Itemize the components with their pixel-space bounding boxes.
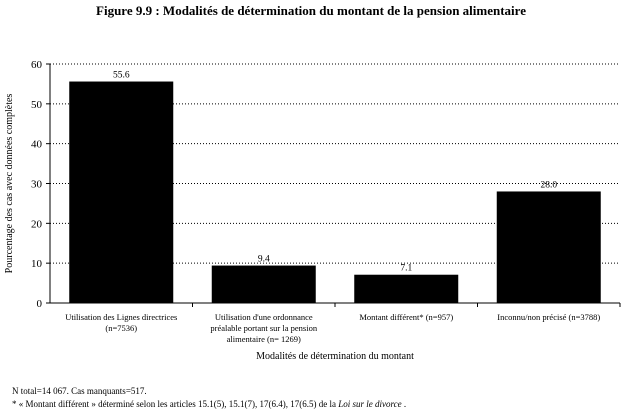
footnote-definition-suffix: . (401, 399, 407, 409)
data-label: 9.4 (258, 255, 270, 265)
category-label: (n=7536) (105, 323, 137, 333)
y-tick-label: 50 (31, 99, 43, 111)
category-label: Inconnu/non précisé (n=3788) (497, 312, 600, 322)
footnotes: N total=14 067. Cas manquants=517. * « M… (12, 385, 406, 411)
footnote-definition-prefix: * « Montant différent » déterminé selon … (12, 399, 339, 409)
y-tick-label: 40 (31, 139, 43, 151)
axes (46, 63, 621, 307)
y-axis-title: Pourcentage des cas avec données complèt… (4, 94, 15, 274)
labels: 0 10 20 30 40 50 60 55.6 Utilisation des Lignes … (4, 59, 600, 362)
footnote-law-title: Loi sur le divorce (338, 399, 402, 409)
bar (354, 274, 459, 303)
category-label: Utilisation d'une ordonnance (215, 312, 313, 322)
data-label: 28.0 (540, 180, 557, 190)
bar (69, 81, 174, 303)
footnote-definition: * « Montant différent » déterminé selon … (12, 398, 406, 411)
y-tick-label: 30 (31, 179, 43, 191)
category-label: Montant différent* (n=957) (359, 312, 453, 322)
bars (69, 81, 601, 303)
category-label: préalable portant sur la pension (210, 323, 317, 333)
category-label: Utilisation des Lignes directrices (65, 312, 177, 322)
x-axis-title: Modalités de détermination du montant (256, 351, 414, 362)
y-tick-label: 10 (31, 258, 43, 270)
bar (211, 265, 316, 303)
bar (496, 191, 601, 303)
data-label: 7.1 (400, 264, 412, 274)
y-tick-label: 60 (31, 59, 43, 71)
y-tick-label: 20 (31, 218, 43, 230)
y-tick-label: 0 (37, 298, 43, 310)
category-label: alimentaire (n= 1269) (227, 334, 301, 344)
chart-title: Figure 9.9 : Modalités de détermination … (96, 3, 526, 18)
data-label: 55.6 (113, 71, 130, 81)
footnote-totals: N total=14 067. Cas manquants=517. (12, 386, 147, 396)
